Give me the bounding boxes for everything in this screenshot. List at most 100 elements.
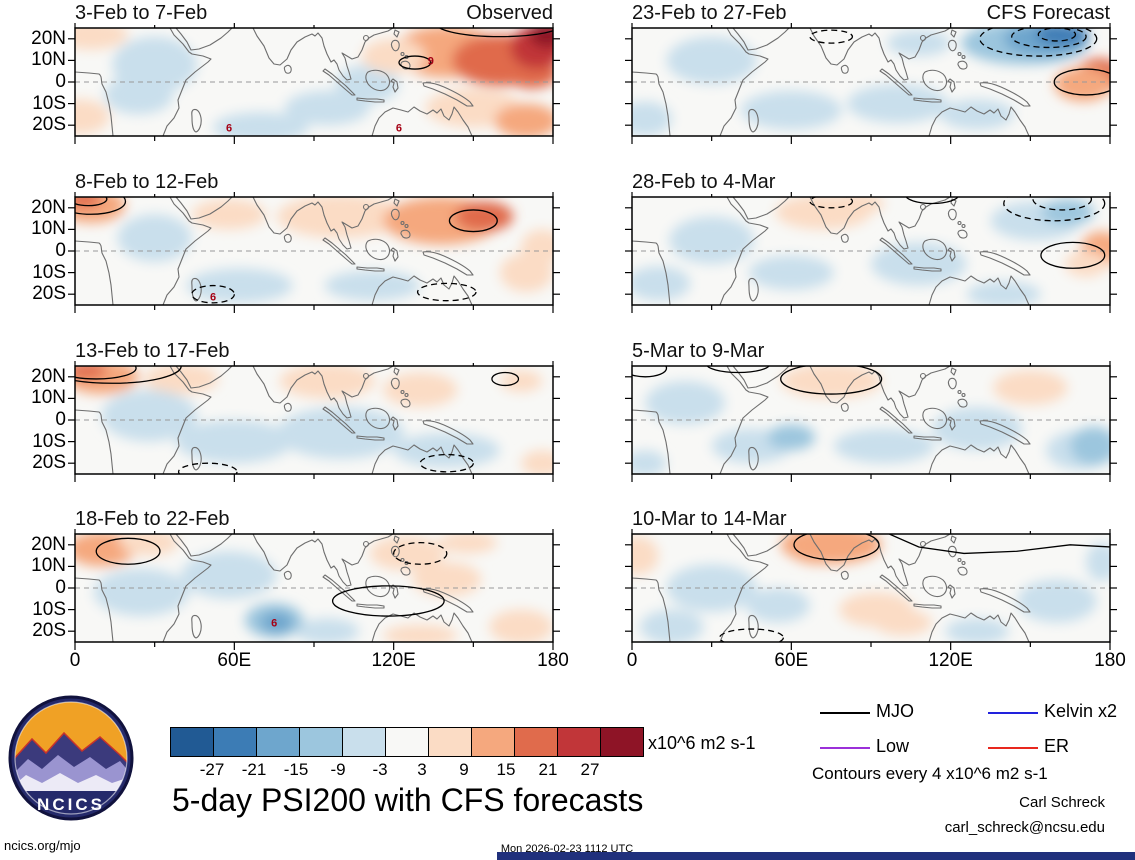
lon-tick-label: 0: [69, 650, 81, 671]
tropical-cyclone-icon: 6: [396, 122, 402, 134]
mjo-contours: [398, 28, 553, 70]
credit-author: Carl Schreck: [1019, 794, 1105, 811]
colorbar-tick-label: -27: [199, 760, 225, 779]
logo-ridge-line: [15, 731, 127, 766]
legend-line-low: [820, 747, 870, 749]
map-canvas: 9 6 6: [68, 23, 560, 144]
map-canvas: 6: [68, 192, 560, 313]
panel-date-range: 13-Feb to 17-Feb: [75, 340, 230, 362]
footer-bar: [497, 852, 1135, 860]
lon-tick-label: 180: [537, 650, 569, 671]
lat-tick-label: 0: [55, 240, 66, 261]
colorbar-swatch: [300, 728, 343, 756]
lat-tick-label: 10S: [32, 598, 66, 620]
anomaly-shading: [632, 534, 1110, 642]
colorbar-tick-label: 9: [459, 760, 469, 779]
source-link: ncics.org/mjo: [4, 838, 81, 853]
axis-ticks: [68, 192, 560, 313]
coastlines: [75, 28, 474, 136]
tropical-cyclone-icon: 6: [271, 618, 277, 630]
colorbar: [170, 727, 644, 757]
mjo-contours: [632, 366, 883, 395]
legend-line-kelvin-x2: [988, 712, 1038, 714]
panel-title: 18-Feb to 22-Feb: [75, 507, 553, 531]
lon-tick-label: 180: [1094, 650, 1126, 671]
colorbar-tick-label: 21: [538, 760, 558, 779]
colorbar-tick-label: -21: [241, 760, 267, 779]
panel-frame: [631, 365, 1111, 475]
map-canvas: 6: [68, 529, 560, 650]
lat-tick-label: 10S: [32, 261, 66, 283]
axis-ticks: [625, 361, 1117, 482]
lon-tick-label: 60E: [774, 650, 809, 671]
coastlines: [75, 534, 474, 642]
panel-frame: [631, 533, 1111, 643]
lon-tick-label: 60E: [217, 650, 252, 671]
lat-tick-label: 20N: [31, 533, 66, 555]
anomaly-shading: [75, 197, 553, 303]
tropical-cyclone-icon: 9: [428, 55, 434, 67]
colorbar-swatch: [558, 728, 601, 756]
ncics-logo-graphic: NCICS: [8, 695, 134, 821]
panel-date-range: 10-Mar to 14-Mar: [632, 508, 787, 530]
lat-tick-label: 10N: [31, 49, 66, 71]
lat-tick-label: 0: [55, 71, 66, 92]
legend-label: MJO: [876, 701, 914, 721]
anomaly-shading: [75, 366, 553, 474]
colorbar-swatch: [171, 728, 214, 756]
lon-tick-label: 120E: [371, 650, 416, 671]
lon-tick-label: 0: [626, 650, 638, 671]
axis-ticks: [625, 192, 1117, 313]
axis-ticks: [68, 23, 560, 144]
legend-line-mjo: [820, 712, 870, 714]
lat-tick-label: 20S: [32, 114, 66, 136]
mjo-contours: [809, 28, 1110, 96]
figure-title: 5-day PSI200 with CFS forecasts: [172, 782, 644, 818]
anomaly-shading: [632, 366, 1110, 474]
anomaly-shading: [632, 197, 1110, 305]
lat-tick-label: 20N: [31, 196, 66, 218]
coastlines: [632, 197, 1031, 305]
legend-label: Kelvin x2: [1044, 701, 1118, 721]
lat-tick-label: 10N: [31, 218, 66, 240]
panel-title: 8-Feb to 12-Feb: [75, 170, 553, 194]
lat-tick-label: 20S: [32, 620, 66, 642]
lat-tick-label: 0: [55, 577, 66, 598]
legend-line-er: [988, 747, 1038, 749]
legend-label: Low: [876, 736, 910, 756]
column-label: CFS Forecast: [986, 2, 1110, 24]
tropical-cyclone-icon: 6: [210, 291, 216, 303]
colorbar-tick-label: -9: [330, 760, 346, 779]
panel-date-range: 8-Feb to 12-Feb: [75, 171, 219, 193]
logo-inner-ring: [14, 701, 128, 815]
colorbar-tick-label: 15: [496, 760, 516, 779]
panel-title: 10-Mar to 14-Mar: [632, 507, 1110, 531]
panel-date-range: 5-Mar to 9-Mar: [632, 340, 765, 362]
colorbar-swatch: [214, 728, 257, 756]
coastlines: [632, 28, 1031, 136]
colorbar-swatch: [343, 728, 386, 756]
colorbar-tick-label: -3: [372, 760, 388, 779]
colorbar-swatch: [429, 728, 472, 756]
panel-title: 28-Feb to 4-Mar: [632, 170, 1110, 194]
colorbar-swatch: [257, 728, 300, 756]
mjo-contours: [809, 197, 1106, 269]
lat-tick-label: 20S: [32, 452, 66, 474]
coastlines: [632, 366, 1031, 474]
panel-frame: [74, 27, 554, 137]
credit-email: carl_schreck@ncsu.edu: [944, 819, 1105, 836]
panel-frame: [74, 533, 554, 643]
panel-date-range: 28-Feb to 4-Mar: [632, 171, 776, 193]
panel-title: 5-Mar to 9-Mar: [632, 339, 1110, 363]
lon-tick-label: 120E: [928, 650, 973, 671]
colorbar-units: x10^6 m2 s-1: [648, 733, 756, 753]
map-canvas: [625, 192, 1117, 313]
colorbar-swatch: [472, 728, 515, 756]
panel-frame: [631, 196, 1111, 306]
panel-title: 13-Feb to 17-Feb: [75, 339, 553, 363]
map-canvas: [68, 361, 560, 482]
lat-tick-label: 10N: [31, 387, 66, 409]
panel-frame: [631, 27, 1111, 137]
legend-label: ER: [1044, 736, 1070, 756]
